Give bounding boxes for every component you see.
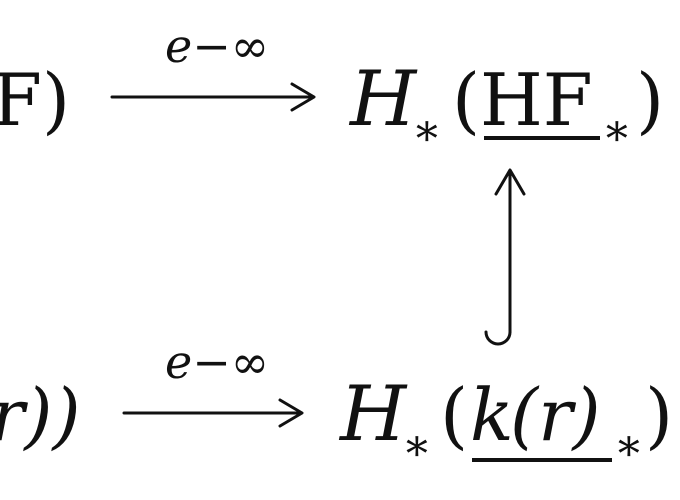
- bottom-right-k-star-subscript: ∗: [614, 420, 644, 471]
- bottom-right-open-paren: (: [440, 373, 468, 457]
- bottom-arrow-label: e−∞: [165, 335, 269, 389]
- vertical-hook-arrow: [484, 168, 526, 346]
- top-right-star-subscript: ∗: [412, 105, 442, 156]
- bottom-right-paren-r: (r): [510, 373, 601, 457]
- bottom-right-H: H: [338, 369, 408, 458]
- bottom-horizontal-arrow: [122, 398, 304, 428]
- bottom-right-star-subscript: ∗: [402, 420, 432, 471]
- bottom-right-k: k: [470, 373, 514, 457]
- top-right-H: H: [348, 54, 418, 143]
- top-right-close-paren: ): [636, 58, 664, 142]
- top-right-open-paren: (: [452, 58, 480, 142]
- bottom-left-fragment: r)): [0, 373, 81, 457]
- top-arrow-label: e−∞: [165, 19, 269, 73]
- top-right-HF-star-subscript: ∗: [602, 105, 632, 156]
- top-horizontal-arrow: [110, 82, 316, 112]
- bottom-right-close-paren: ): [645, 373, 673, 457]
- top-right-HF: HF: [480, 58, 593, 142]
- top-left-fragment: F): [0, 58, 70, 142]
